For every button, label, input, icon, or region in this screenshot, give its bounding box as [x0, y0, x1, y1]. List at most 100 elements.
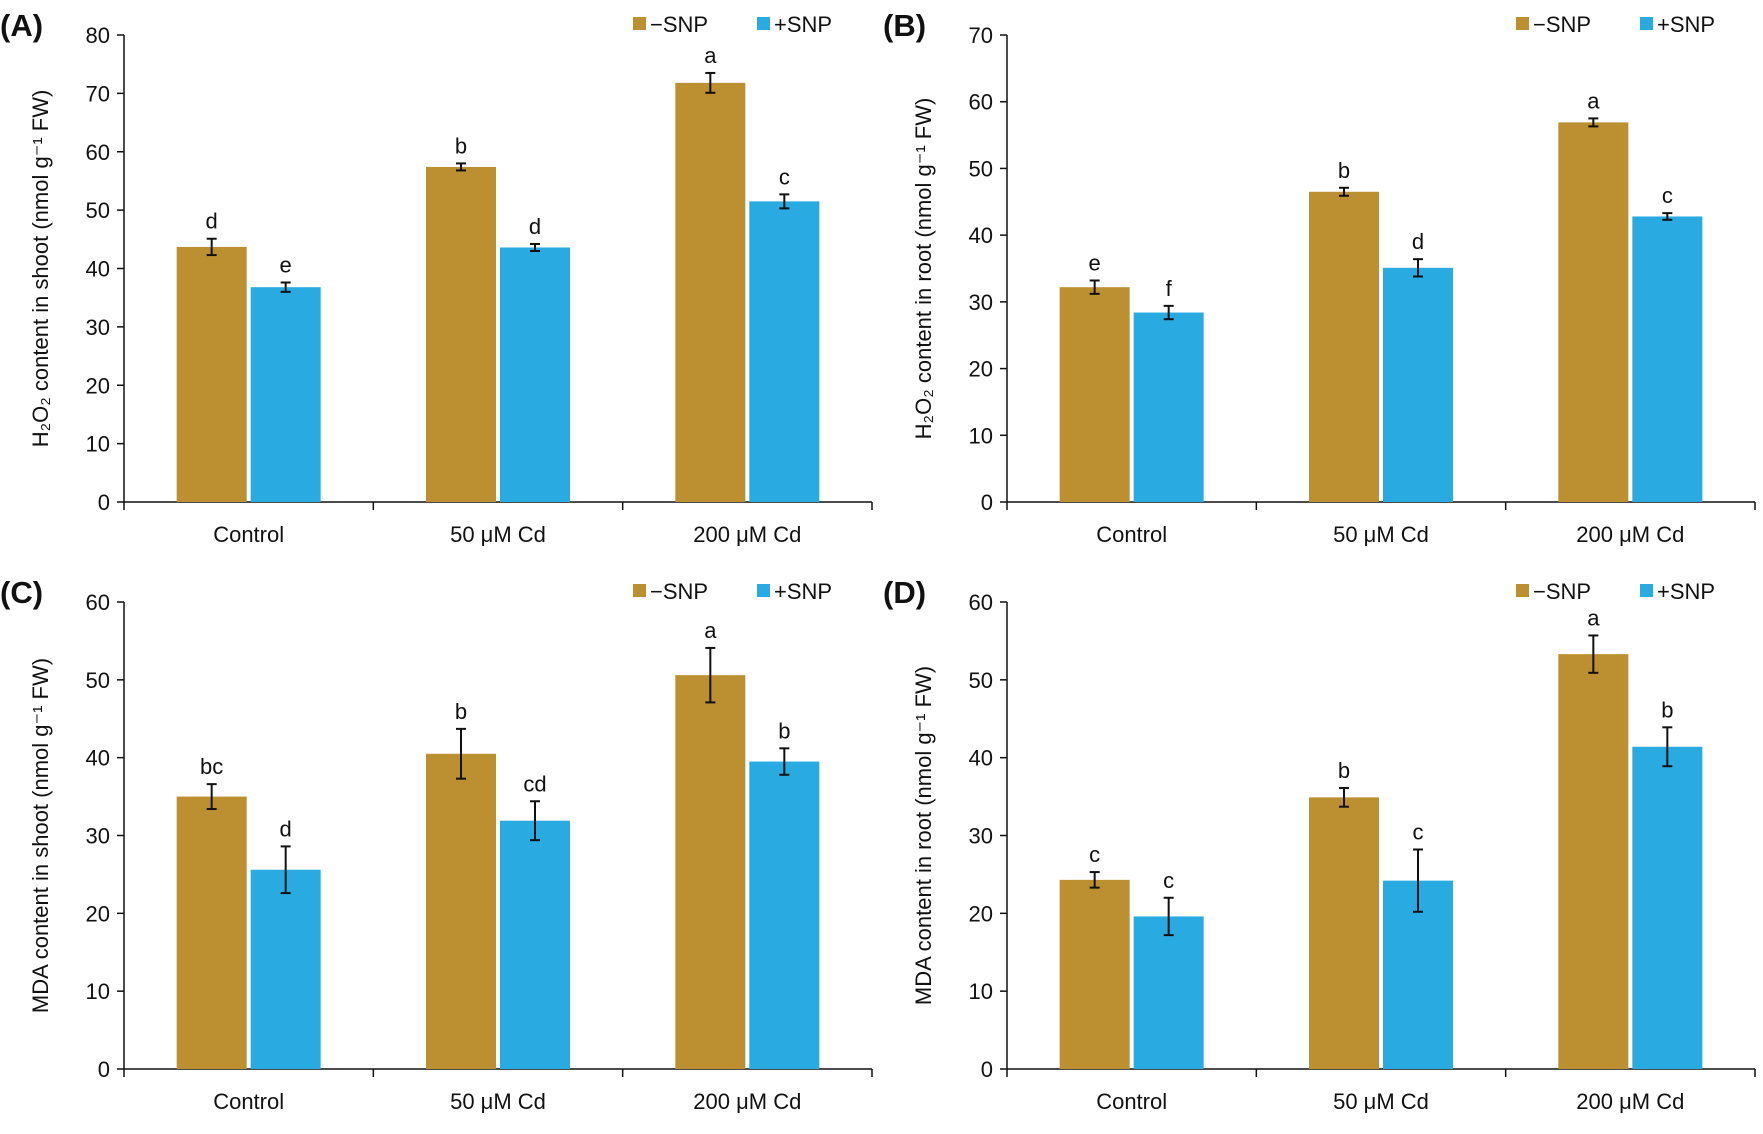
y-tick-label: 10 — [86, 432, 110, 457]
panel-label: (C) — [0, 575, 43, 610]
y-tick-label: 40 — [969, 223, 993, 248]
significance-letter: d — [206, 209, 218, 234]
y-tick-label: 20 — [86, 901, 110, 926]
y-tick-label: 80 — [86, 23, 110, 48]
legend-label: +SNP — [774, 579, 832, 604]
y-tick-label: 60 — [86, 590, 110, 615]
panel-label: (D) — [883, 575, 926, 610]
significance-letter: b — [1338, 758, 1350, 783]
y-axis-label: MDA content in shoot (nmol g⁻¹ FW) — [28, 658, 53, 1013]
y-tick-label: 40 — [86, 257, 110, 282]
bar-plus-snp — [250, 869, 321, 1069]
significance-letter: b — [1661, 697, 1673, 722]
significance-letter: d — [1412, 229, 1424, 254]
x-tick-label: 200 μM Cd — [693, 522, 801, 547]
y-tick-label: 60 — [969, 590, 993, 615]
y-tick-label: 30 — [86, 315, 110, 340]
legend-label: +SNP — [1657, 579, 1715, 604]
legend-swatch-minus-snp — [1516, 584, 1529, 597]
chart-d: (D) MDA content in root (nmol g⁻¹ FW) 0 10 2… — [883, 575, 1756, 1114]
y-tick-label: 30 — [86, 824, 110, 849]
y-tick-label: 10 — [86, 979, 110, 1004]
significance-letter: a — [1587, 605, 1600, 630]
y-tick-label: 50 — [86, 198, 110, 223]
significance-letter: a — [1587, 88, 1600, 113]
y-tick-label: 60 — [86, 140, 110, 165]
significance-letter: c — [779, 164, 790, 189]
legend-swatch-minus-snp — [1516, 17, 1529, 30]
legend-swatch-plus-snp — [757, 584, 770, 597]
y-tick-label: 30 — [969, 824, 993, 849]
bar-plus-snp — [1133, 916, 1204, 1069]
significance-letter: d — [529, 214, 541, 239]
panel-d: (D) MDA content in root (nmol g⁻¹ FW) 0 10 2… — [883, 567, 1763, 1134]
y-tick-label: 70 — [86, 81, 110, 106]
x-tick-label: Control — [1096, 522, 1167, 547]
y-tick-label: 20 — [969, 901, 993, 926]
bar-minus-snp — [675, 82, 746, 503]
significance-letter: c — [1089, 842, 1100, 867]
legend-swatch-minus-snp — [633, 17, 646, 30]
y-tick-label: 40 — [86, 746, 110, 771]
panel-b: (B) H₂O₂ content in root (nmol g⁻¹ FW) 0 10… — [883, 0, 1763, 567]
y-tick-label: 50 — [969, 156, 993, 181]
y-tick-label: 50 — [969, 668, 993, 693]
x-tick-label: 200 μM Cd — [1576, 1089, 1684, 1114]
legend-label: +SNP — [774, 12, 832, 37]
y-tick-label: 0 — [981, 490, 993, 515]
significance-letter: b — [455, 133, 467, 158]
significance-letter: c — [1163, 868, 1174, 893]
y-tick-label: 50 — [86, 668, 110, 693]
panel-label: (A) — [0, 8, 43, 43]
x-tick-label: 50 μM Cd — [1333, 1089, 1429, 1114]
y-axis-label: H₂O₂ content in root (nmol g⁻¹ FW) — [911, 98, 936, 440]
y-tick-label: 10 — [969, 979, 993, 1004]
bar-minus-snp — [1059, 287, 1130, 502]
chart-a: (A) H₂O₂ content in shoot (nmol g⁻¹ FW) 0 1… — [0, 8, 873, 547]
bar-plus-snp — [749, 761, 820, 1069]
bar-minus-snp — [176, 796, 247, 1069]
significance-letter: b — [1338, 158, 1350, 183]
bar-minus-snp — [1309, 191, 1379, 502]
y-tick-label: 20 — [969, 357, 993, 382]
legend-label: +SNP — [1657, 12, 1715, 37]
bar-plus-snp — [1383, 267, 1453, 502]
bar-plus-snp — [749, 201, 820, 502]
y-tick-label: 0 — [98, 1057, 110, 1082]
x-tick-label: 200 μM Cd — [693, 1089, 801, 1114]
y-axis-label: MDA content in root (nmol g⁻¹ FW) — [911, 666, 936, 1005]
y-tick-label: 10 — [969, 423, 993, 448]
y-tick-label: 60 — [969, 90, 993, 115]
x-tick-label: Control — [213, 522, 284, 547]
significance-letter: c — [1413, 820, 1424, 845]
legend-swatch-plus-snp — [757, 17, 770, 30]
legend-label: −SNP — [650, 579, 708, 604]
legend-label: −SNP — [1533, 12, 1591, 37]
x-tick-label: 50 μM Cd — [450, 522, 546, 547]
y-tick-label: 0 — [981, 1057, 993, 1082]
chart-c: (C) MDA content in shoot (nmol g⁻¹ FW) 0 10… — [0, 575, 873, 1114]
bar-plus-snp — [1632, 746, 1703, 1069]
chart-b: (B) H₂O₂ content in root (nmol g⁻¹ FW) 0 10… — [883, 8, 1756, 547]
bar-minus-snp — [426, 753, 496, 1069]
y-tick-label: 0 — [98, 490, 110, 515]
bar-plus-snp — [250, 287, 321, 502]
legend-swatch-plus-snp — [1640, 584, 1653, 597]
significance-letter: bc — [200, 754, 223, 779]
panel-c: (C) MDA content in shoot (nmol g⁻¹ FW) 0 10… — [0, 567, 880, 1134]
x-tick-label: Control — [213, 1089, 284, 1114]
significance-letter: d — [280, 816, 292, 841]
significance-letter: b — [778, 718, 790, 743]
x-tick-label: 50 μM Cd — [1333, 522, 1429, 547]
y-tick-label: 40 — [969, 746, 993, 771]
panel-label: (B) — [883, 8, 926, 43]
bar-minus-snp — [675, 675, 746, 1069]
x-tick-label: 200 μM Cd — [1576, 522, 1684, 547]
x-tick-label: Control — [1096, 1089, 1167, 1114]
significance-letter: b — [455, 699, 467, 724]
significance-letter: cd — [523, 771, 546, 796]
y-tick-label: 70 — [969, 23, 993, 48]
legend-label: −SNP — [1533, 579, 1591, 604]
x-tick-label: 50 μM Cd — [450, 1089, 546, 1114]
bar-minus-snp — [1558, 654, 1629, 1069]
